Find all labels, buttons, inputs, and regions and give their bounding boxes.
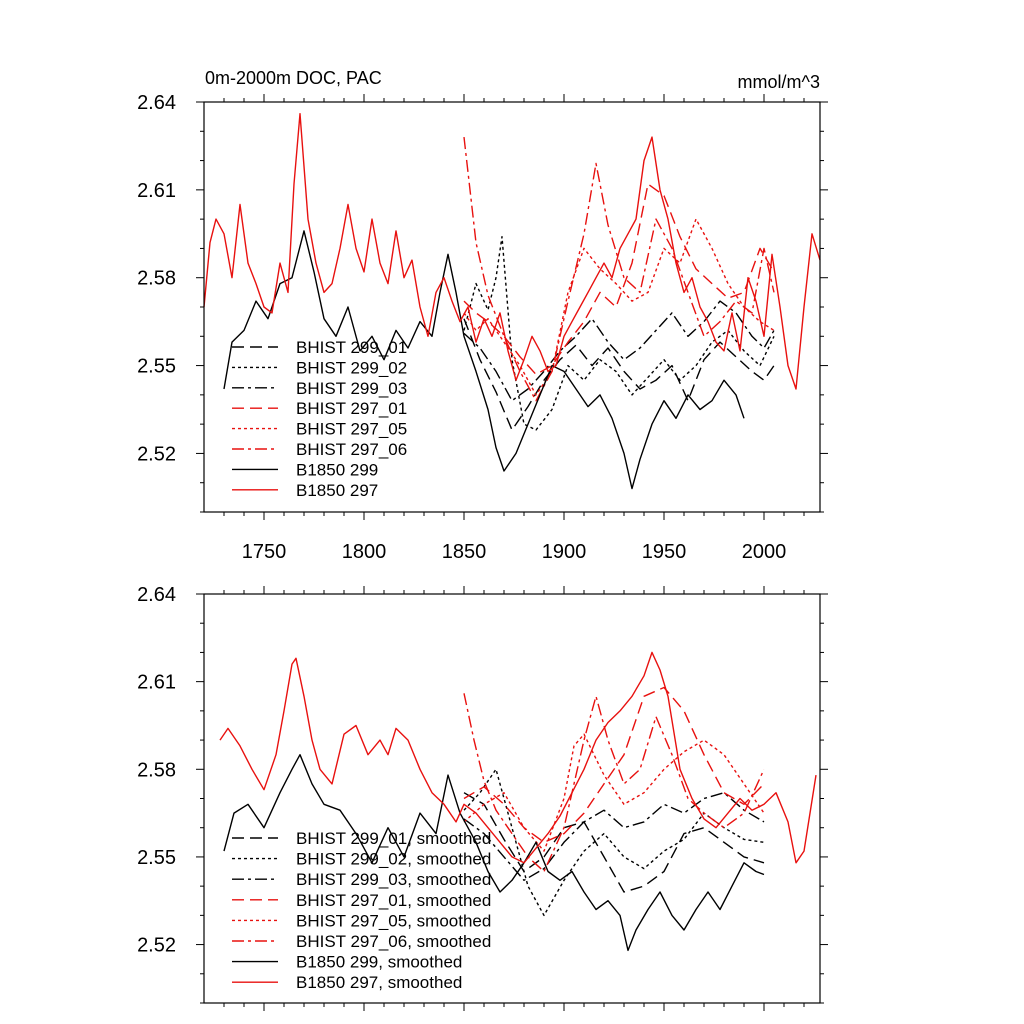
series-line-1 <box>463 792 765 893</box>
legend-label-4: BHIST 297_01, smoothed <box>296 891 491 910</box>
legend-label-8: B1850 297, smoothed <box>296 973 462 992</box>
series-line-8 <box>219 651 817 864</box>
chart-title: 0m-2000m DOC, PAC <box>205 68 382 88</box>
y-tick-label: 2.58 <box>137 268 176 290</box>
units-label: mmol/m^3 <box>738 72 820 92</box>
legend-label-6: BHIST 297_06, smoothed <box>296 932 491 951</box>
series-layer <box>219 651 817 952</box>
x-tick-label: 1850 <box>442 541 487 563</box>
legend-label-1: BHIST 299_01 <box>296 338 407 357</box>
legend-label-8: B1850 297 <box>296 481 378 500</box>
series-layer <box>203 112 821 490</box>
top-panel: 0m-2000m DOC, PAC mmol/m^3 BHIST 299_01B… <box>137 68 828 563</box>
y-tick-label: 2.52 <box>137 443 176 465</box>
legend-label-3: BHIST 299_03, smoothed <box>296 870 491 889</box>
y-tick-label: 2.64 <box>137 584 176 606</box>
legend-label-5: BHIST 297_05, smoothed <box>296 911 491 930</box>
legend-label-6: BHIST 297_06 <box>296 440 407 459</box>
y-tick-label: 2.55 <box>137 356 176 378</box>
y-tick-label: 2.58 <box>137 759 176 781</box>
legend-label-7: B1850 299 <box>296 460 378 479</box>
legend-label-2: BHIST 299_02, smoothed <box>296 850 491 869</box>
legend-label-4: BHIST 297_01 <box>296 399 407 418</box>
y-tick-label: 2.55 <box>137 847 176 869</box>
x-tick-label: 1750 <box>242 541 287 563</box>
axes: 2.52 2.55 2.58 2.61 2.64 <box>137 584 828 1011</box>
legend-label-5: BHIST 297_05 <box>296 420 407 439</box>
series-line-2 <box>463 235 775 431</box>
series-line-2 <box>463 768 765 917</box>
x-tick-label: 1800 <box>342 541 387 563</box>
x-tick-label: 1900 <box>542 541 587 563</box>
series-line-4 <box>463 686 765 843</box>
series-line-3 <box>463 300 775 402</box>
y-tick-label: 2.61 <box>137 672 176 694</box>
series-line-1 <box>463 318 775 431</box>
series-line-5 <box>463 733 765 852</box>
series-line-7 <box>223 754 765 952</box>
series-line-8 <box>203 112 821 390</box>
series-line-4 <box>463 183 775 376</box>
y-tick-label: 2.52 <box>137 935 176 957</box>
series-line-3 <box>463 792 765 881</box>
y-tick-label: 2.61 <box>137 180 176 202</box>
series-line-5 <box>463 218 775 396</box>
legend-label-3: BHIST 299_03 <box>296 379 407 398</box>
x-tick-label: 2000 <box>742 541 787 563</box>
series-line-6 <box>463 693 765 873</box>
legend-label-2: BHIST 299_02 <box>296 358 407 377</box>
legend-label-7: B1850 299, smoothed <box>296 953 462 972</box>
legend-label-1: BHIST 299_01, smoothed <box>296 829 491 848</box>
x-tick-label: 1950 <box>642 541 687 563</box>
y-tick-label: 2.64 <box>137 92 176 114</box>
series-line-6 <box>463 137 775 402</box>
legend: BHIST 299_01, smoothed BHIST 299_02, smoo… <box>232 829 491 992</box>
series-line-7 <box>223 230 745 490</box>
axes: 2.52 2.55 2.58 2.61 2.64 1750 1800 1850 1900 1950… <box>137 92 828 563</box>
bottom-panel: BHIST 299_01, smoothed BHIST 299_02, smoo… <box>137 584 828 1011</box>
